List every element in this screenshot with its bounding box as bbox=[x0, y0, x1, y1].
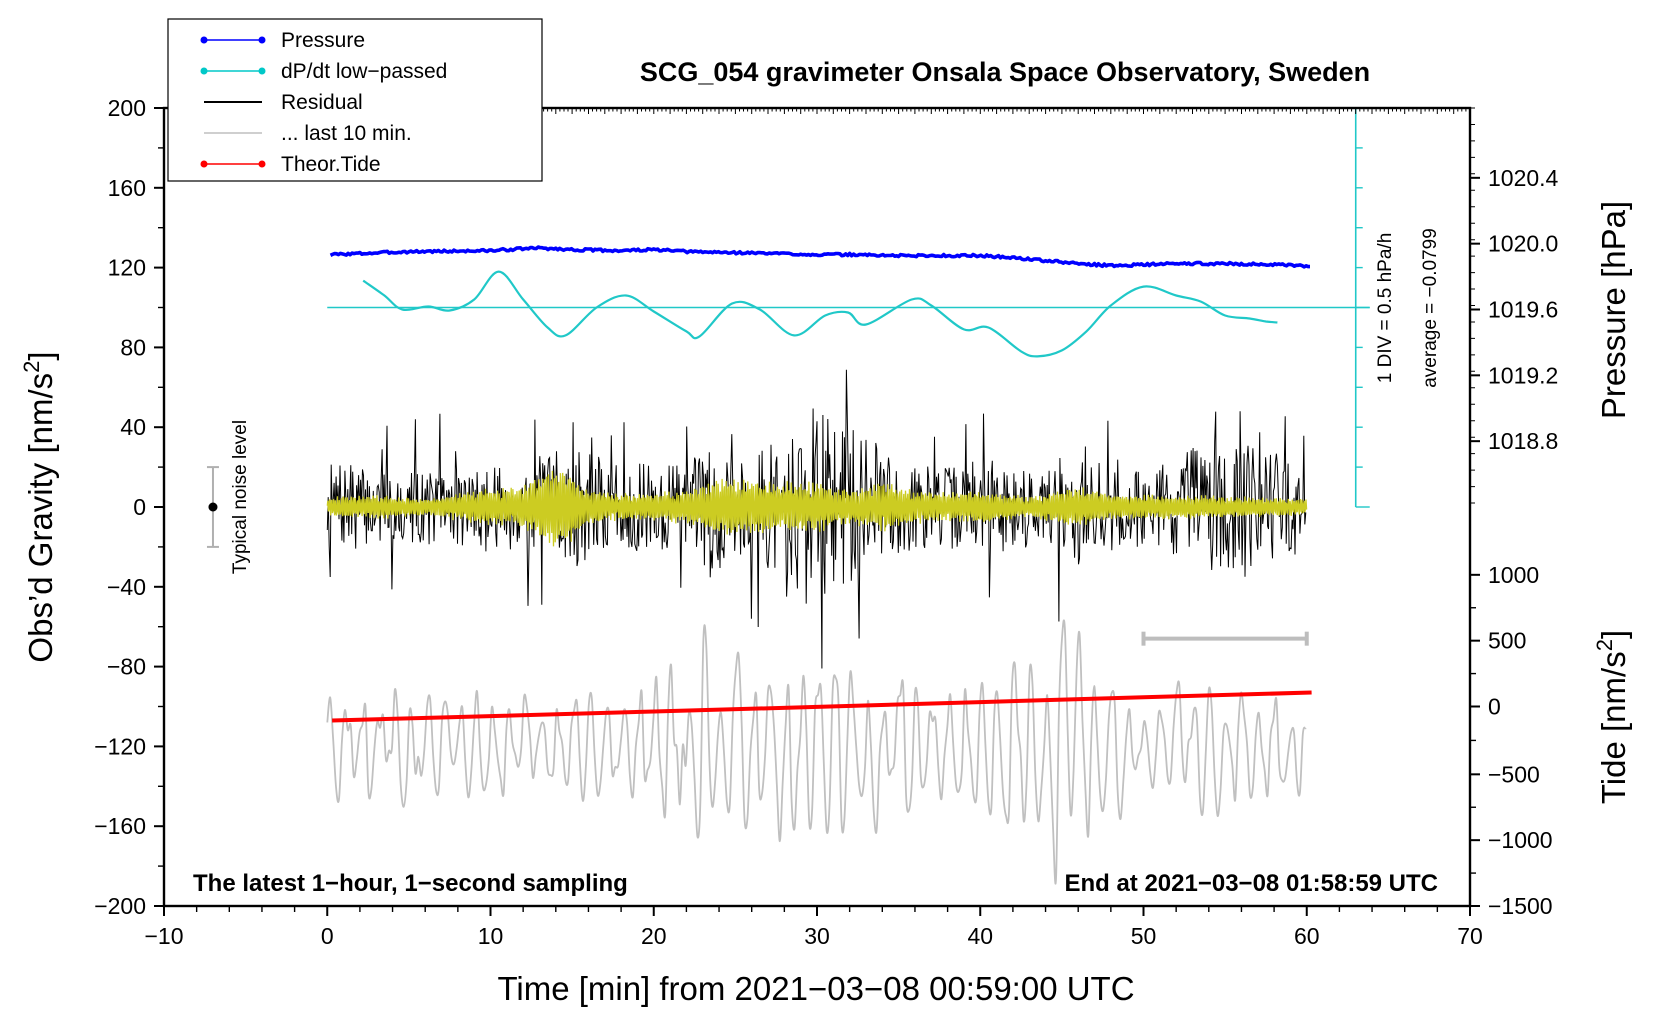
x-tick-label: 0 bbox=[321, 923, 334, 949]
pressure-tick-label: 1019.6 bbox=[1488, 296, 1558, 322]
y-left-tick-label: 200 bbox=[108, 95, 146, 121]
x-tick-label: 30 bbox=[804, 923, 830, 949]
pressure-tick-label: 1018.8 bbox=[1488, 428, 1558, 454]
x-tick-label: 70 bbox=[1457, 923, 1483, 949]
x-axis-label: Time [min] from 2021−03−08 00:59:00 UTC bbox=[497, 970, 1134, 1007]
pressure-tick-label: 1020.0 bbox=[1488, 231, 1558, 257]
noise-dot bbox=[208, 502, 218, 512]
y-axis-label-tide: Tide [nm/s2] bbox=[1592, 630, 1632, 804]
y-left-tick-label: −160 bbox=[94, 813, 146, 839]
y-left-tick-label: 160 bbox=[108, 175, 146, 201]
x-tick-label: −10 bbox=[144, 923, 183, 949]
div-label: 1 DIV = 0.5 hPa/h bbox=[1375, 233, 1396, 384]
pressure-tick-label: 1020.4 bbox=[1488, 165, 1559, 191]
x-tick-label: 10 bbox=[478, 923, 504, 949]
series-layer bbox=[206, 107, 1370, 885]
y-left-tick-label: 120 bbox=[108, 255, 146, 281]
legend-swatch-marker bbox=[200, 36, 208, 44]
pressure-series-line bbox=[329, 245, 1310, 269]
x-tick-label: 50 bbox=[1131, 923, 1157, 949]
tide-tick-label: 0 bbox=[1488, 694, 1501, 720]
chart-title: SCG_054 gravimeter Onsala Space Observat… bbox=[640, 57, 1370, 87]
sampling-note: The latest 1−hour, 1−second sampling bbox=[193, 870, 628, 897]
tide-tick-label: 500 bbox=[1488, 628, 1526, 654]
y-left-tick-label: 80 bbox=[120, 334, 146, 360]
last10-series-line bbox=[326, 619, 1307, 885]
legend: Pressure dP/dt low−passed Residual ... last… bbox=[167, 18, 543, 182]
legend-swatch-marker bbox=[258, 67, 266, 75]
y-left-tick-label: −120 bbox=[94, 733, 146, 759]
x-tick-label: 60 bbox=[1294, 923, 1320, 949]
pressure-tick-label: 1019.2 bbox=[1488, 362, 1558, 388]
x-tick-label: 40 bbox=[967, 923, 993, 949]
legend-label: Pressure bbox=[281, 29, 365, 52]
legend-label: ... last 10 min. bbox=[281, 122, 412, 145]
y-axis-label-left: Obs’d Gravity [nm/s2] bbox=[19, 351, 59, 662]
tide-series-line bbox=[332, 690, 1312, 723]
tide-tick-label: −500 bbox=[1488, 761, 1540, 787]
dpdt-series-line bbox=[362, 270, 1278, 358]
residual-filtered-series-line bbox=[326, 470, 1308, 547]
average-label: average = −0.0799 bbox=[1420, 228, 1441, 388]
y-left-tick-label: −200 bbox=[94, 893, 146, 919]
tide-tick-label: −1000 bbox=[1488, 827, 1553, 853]
noise-level-label: Typical noise level bbox=[230, 420, 251, 574]
y-left-tick-label: −40 bbox=[107, 574, 146, 600]
legend-swatch-marker bbox=[258, 36, 266, 44]
pressure-minor-ticks bbox=[1470, 107, 1475, 504]
legend-swatch-marker bbox=[200, 160, 208, 168]
tide-tick-label: −1500 bbox=[1488, 893, 1553, 919]
legend-swatch-marker bbox=[200, 67, 208, 75]
legend-label: dP/dt low−passed bbox=[281, 60, 447, 83]
y-left-tick-label: 40 bbox=[120, 414, 146, 440]
legend-label: Theor.Tide bbox=[281, 153, 381, 176]
legend-swatch-marker bbox=[258, 160, 266, 168]
end-time-note: End at 2021−03−08 01:58:59 UTC bbox=[1064, 870, 1438, 897]
x-tick-label: 20 bbox=[641, 923, 667, 949]
tide-tick-label: 1000 bbox=[1488, 562, 1539, 588]
y-left-tick-label: −80 bbox=[107, 654, 146, 680]
legend-label: Residual bbox=[281, 91, 363, 114]
legend-box bbox=[167, 18, 543, 182]
y-axis-label-pressure: Pressure [hPa] bbox=[1595, 201, 1632, 419]
y-left-tick-label: 0 bbox=[133, 494, 146, 520]
axes-layer: −10 0 10 20 30 40 50 60 70 200 160 120 80 40 0 −40 −80 −1… bbox=[94, 95, 1558, 949]
